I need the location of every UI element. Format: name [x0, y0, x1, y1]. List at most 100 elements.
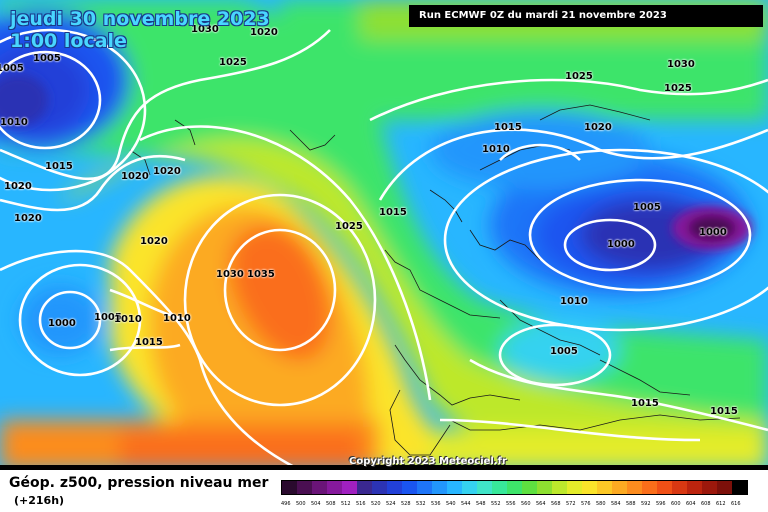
isobar-label: 1005 — [33, 53, 61, 64]
legend-label: 496 — [281, 501, 291, 507]
parameter-title: Géop. z500, pression niveau mer — [9, 475, 269, 491]
legend-label: 592 — [641, 501, 651, 507]
legend-label: 548 — [476, 501, 486, 507]
legend-label: 612 — [716, 501, 726, 507]
legend-swatch — [552, 481, 567, 494]
legend-swatch — [492, 481, 507, 494]
legend-label: 512 — [341, 501, 351, 507]
isobar-label: 1000 — [699, 227, 727, 238]
legend-swatch — [402, 481, 417, 494]
legend-swatch — [642, 481, 657, 494]
isobar-label: 1015 — [494, 122, 522, 133]
isobar-label: 1025 — [219, 57, 247, 68]
isobar-label: 1025 — [664, 83, 692, 94]
legend-swatch — [447, 481, 462, 494]
color-legend — [281, 480, 748, 495]
legend-label: 564 — [536, 501, 546, 507]
legend-label: 520 — [371, 501, 381, 507]
isobar-label: 1005 — [633, 202, 661, 213]
legend-label: 504 — [311, 501, 321, 507]
isobar-label: 1015 — [379, 207, 407, 218]
run-banner: Run ECMWF 0Z du mardi 21 novembre 2023 — [409, 5, 763, 27]
legend-swatch — [357, 481, 372, 494]
legend-label: 584 — [611, 501, 621, 507]
isobar-label: 1010 — [560, 296, 588, 307]
isobar-label: 1025 — [335, 221, 363, 232]
legend-label: 500 — [296, 501, 306, 507]
isobar-label: 1000 — [48, 318, 76, 329]
legend-label: 540 — [446, 501, 456, 507]
legend-swatch — [477, 481, 492, 494]
legend-swatch — [537, 481, 552, 494]
isobar-label: 1020 — [121, 171, 149, 182]
legend-swatch — [297, 481, 312, 494]
legend-label: 604 — [686, 501, 696, 507]
legend-label: 536 — [431, 501, 441, 507]
legend-label: 560 — [521, 501, 531, 507]
legend-label: 616 — [731, 501, 741, 507]
legend-label: 576 — [581, 501, 591, 507]
legend-swatch — [462, 481, 477, 494]
isobar-label: 1030 — [667, 59, 695, 70]
legend-label: 556 — [506, 501, 516, 507]
isobar-label: 1025 — [565, 71, 593, 82]
legend-label: 600 — [671, 501, 681, 507]
legend-label: 608 — [701, 501, 711, 507]
legend-swatch — [672, 481, 687, 494]
isobars — [0, 28, 768, 470]
legend-swatch — [327, 481, 342, 494]
isobar-label: 1010 — [163, 313, 191, 324]
isobar-label: 1005 — [94, 312, 122, 323]
isobar-label: 1005 — [550, 346, 578, 357]
isobar-label: 1010 — [114, 314, 142, 325]
isobar-label: 1020 — [140, 236, 168, 247]
legend-label: 596 — [656, 501, 666, 507]
footer-panel: Géop. z500, pression niveau mer (+216h) … — [0, 470, 768, 512]
isobar-label: 1005 — [0, 63, 24, 74]
legend-swatch — [702, 481, 717, 494]
legend-label: 516 — [356, 501, 366, 507]
legend-label: 588 — [626, 501, 636, 507]
legend-label: 532 — [416, 501, 426, 507]
forecast-time-line: 1:00 locale — [10, 30, 127, 52]
legend-swatch — [717, 481, 732, 494]
legend-label: 528 — [401, 501, 411, 507]
legend-label: 568 — [551, 501, 561, 507]
legend-label: 572 — [566, 501, 576, 507]
legend-label: 508 — [326, 501, 336, 507]
legend-label: 580 — [596, 501, 606, 507]
legend-swatch — [597, 481, 612, 494]
isobar-label: 1015 — [631, 398, 659, 409]
forecast-date-line: jeudi 30 novembre 2023 — [10, 8, 270, 30]
legend-swatch — [372, 481, 387, 494]
legend-swatch — [627, 481, 642, 494]
isobar-label: 1010 — [482, 144, 510, 155]
isobar-label: 1020 — [4, 181, 32, 192]
isobar-label: 1015 — [135, 337, 163, 348]
coastlines — [129, 104, 741, 456]
legend-swatch — [612, 481, 627, 494]
isobar-label: 1020 — [14, 213, 42, 224]
isobar-label: 1030 — [191, 24, 219, 35]
forecast-hour: (+216h) — [14, 494, 65, 507]
isobar-label: 1035 — [247, 269, 275, 280]
legend-swatch — [342, 481, 357, 494]
legend-label: 552 — [491, 501, 501, 507]
legend-swatch — [522, 481, 537, 494]
legend-swatch — [687, 481, 702, 494]
legend-swatch — [657, 481, 672, 494]
isobar-label: 1015 — [710, 406, 738, 417]
forecast-date: jeudi 30 novembre 2023 1:00 locale — [10, 8, 270, 52]
copyright-text: Copyright 2023 Meteociel.fr — [349, 456, 507, 467]
isobar-label: 1010 — [0, 117, 28, 128]
legend-label: 524 — [386, 501, 396, 507]
isobar-label: 1020 — [584, 122, 612, 133]
legend-swatch — [432, 481, 447, 494]
isobar-label: 1020 — [250, 27, 278, 38]
legend-label: 544 — [461, 501, 471, 507]
legend-swatch — [312, 481, 327, 494]
isobar-label: 1020 — [153, 166, 181, 177]
legend-swatch — [387, 481, 402, 494]
map-overlays — [0, 465, 768, 470]
